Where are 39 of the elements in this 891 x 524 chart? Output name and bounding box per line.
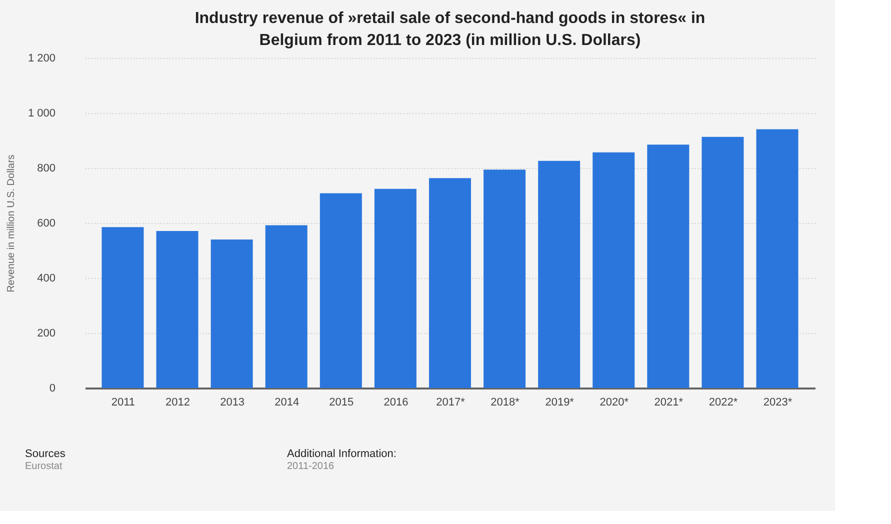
- x-tick-label: 2022*: [708, 396, 738, 408]
- y-tick-label: 600: [37, 218, 56, 230]
- y-tick-label: 800: [37, 162, 56, 174]
- y-tick-label: 0: [49, 382, 56, 394]
- bar: [156, 230, 198, 388]
- bar: [756, 129, 798, 388]
- y-axis-title: Revenue in million U.S. Dollars: [6, 154, 17, 292]
- bar: [320, 193, 362, 388]
- bar: [538, 160, 580, 388]
- x-tick-label: 2023*: [763, 396, 793, 408]
- text: 2011-2016: [287, 461, 335, 472]
- text: Additional Information:: [287, 448, 396, 460]
- y-tick-label: 1 200: [28, 52, 56, 64]
- x-tick-label: 2012: [166, 396, 190, 408]
- y-tick-label: 1 000: [28, 108, 56, 120]
- x-tick-label: 2020*: [600, 396, 630, 408]
- x-tick-label: 2014: [274, 396, 300, 408]
- bar: [702, 136, 744, 388]
- text: Eurostat: [25, 461, 62, 472]
- x-tick-label: 2011: [111, 396, 136, 408]
- bar: [210, 240, 253, 388]
- x-tick-label: 2019*: [545, 396, 575, 408]
- x-tick-label: 2013: [220, 396, 245, 408]
- bar: [429, 178, 471, 388]
- x-tick-label: 2021*: [654, 396, 684, 408]
- bar: [102, 227, 144, 388]
- bar: [484, 170, 526, 388]
- text: Sources: [25, 448, 66, 460]
- bar: [592, 152, 635, 388]
- bar: [374, 188, 416, 388]
- x-tick-label: 2017*: [436, 396, 466, 408]
- x-tick-label: 2018*: [490, 396, 520, 408]
- bar: [647, 144, 690, 388]
- chart-title: Industry revenue of »retail sale of second-hand goods in stores« in Belgium from 2011 to 2023 (in million U.S. Dollars): [194, 10, 706, 49]
- x-tick-label: 2015: [329, 396, 354, 408]
- y-tick-label: 400: [37, 272, 56, 284]
- x-tick-label: 2016: [384, 396, 408, 408]
- y-tick-label: 200: [37, 328, 56, 340]
- bar: [265, 225, 308, 388]
